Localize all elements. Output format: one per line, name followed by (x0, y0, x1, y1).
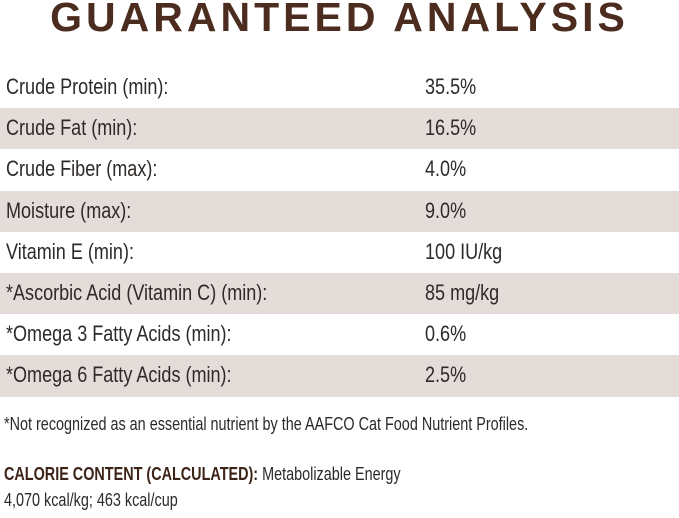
row-label: Vitamin E (min): (6, 238, 134, 264)
row-label: *Ascorbic Acid (Vitamin C) (min): (6, 279, 268, 305)
row-value: 16.5% (425, 115, 477, 141)
table-row: *Ascorbic Acid (Vitamin C) (min): 85 mg/k… (0, 272, 679, 315)
row-value: 35.5% (425, 74, 477, 99)
row-value: 85 mg/kg (425, 279, 500, 305)
row-value: 9.0% (425, 197, 467, 223)
row-value: 0.6% (425, 321, 467, 347)
row-label: Crude Fiber (max): (6, 156, 158, 182)
row-value: 4.0% (425, 156, 467, 182)
table-row: Crude Fiber (max): 4.0% (0, 149, 679, 190)
calorie-heading: CALORIE CONTENT (CALCULATED): (4, 464, 259, 484)
row-label: Crude Fat (min): (6, 115, 138, 141)
page-title: GUARANTEED ANALYSIS (50, 0, 629, 40)
calorie-text: Metabolizable Energy (262, 464, 401, 484)
analysis-table: Crude Protein (min): 35.5% Crude Fat (min… (0, 67, 679, 397)
table-row: Moisture (max): 9.0% (0, 190, 679, 232)
row-value: 2.5% (425, 362, 467, 388)
row-label: Moisture (max): (6, 197, 132, 223)
table-row: Vitamin E (min): 100 IU/kg (0, 232, 679, 273)
table-row: *Omega 6 Fatty Acids (min): 2.5% (0, 355, 679, 397)
calorie-values: 4,070 kcal/kg; 463 kcal/cup (4, 490, 178, 510)
calorie-content: CALORIE CONTENT (CALCULATED): Metaboliza… (4, 461, 401, 513)
table-row: Crude Protein (min): 35.5% (0, 67, 679, 108)
table-row: Crude Fat (min): 16.5% (0, 108, 679, 150)
row-value: 100 IU/kg (425, 238, 503, 264)
table-row: *Omega 3 Fatty Acids (min): 0.6% (0, 314, 679, 355)
row-label: *Omega 6 Fatty Acids (min): (6, 362, 232, 388)
footnote: *Not recognized as an essential nutrient… (4, 414, 529, 434)
row-label: *Omega 3 Fatty Acids (min): (6, 321, 232, 347)
row-label: Crude Protein (min): (6, 74, 169, 99)
